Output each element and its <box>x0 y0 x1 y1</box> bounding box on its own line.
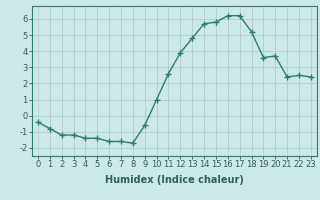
X-axis label: Humidex (Indice chaleur): Humidex (Indice chaleur) <box>105 175 244 185</box>
